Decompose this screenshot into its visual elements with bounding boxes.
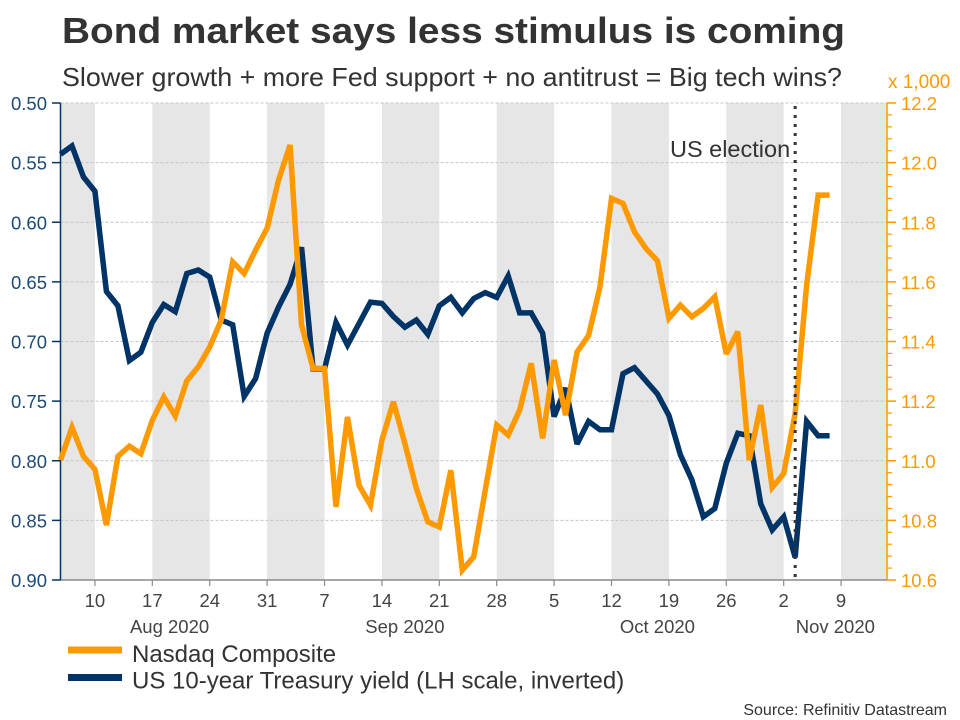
legend: Nasdaq Composite US 10-year Treasury yie… — [68, 641, 624, 695]
legend-item-nasdaq: Nasdaq Composite — [68, 641, 336, 668]
plot-lines — [57, 141, 830, 577]
week-band — [611, 103, 669, 580]
x-tick-label: 14 — [372, 590, 393, 611]
x-tick-label: 31 — [257, 590, 278, 611]
y-right-tick-label: 12.2 — [901, 93, 937, 114]
x-tick-label: 17 — [142, 590, 163, 611]
legend-label-nasdaq: Nasdaq Composite — [132, 641, 336, 668]
gridlines — [60, 102, 887, 521]
y-right-tick-label: 11.6 — [901, 272, 936, 293]
x-tick-label: 9 — [836, 590, 846, 611]
x-month-label: Nov 2020 — [796, 616, 875, 637]
nasdaq-line — [57, 144, 830, 577]
y-left-tick-label: 0.55 — [11, 153, 47, 174]
y-left-tick-label: 0.80 — [11, 451, 47, 472]
election-annotation-label: US election — [670, 136, 790, 162]
right-axis-unit-label: x 1,000 — [888, 72, 950, 93]
legend-label-treasury-yield: US 10-year Treasury yield (LH scale, inv… — [132, 668, 624, 695]
y-left-tick-label: 0.85 — [11, 510, 47, 531]
y-right-tick-label: 11.4 — [901, 332, 936, 353]
y-left-tick-label: 0.75 — [11, 391, 47, 412]
x-tick-label: 10 — [85, 590, 106, 611]
axes: 0.50 0.55 0.60 0.65 0.70 0.75 0.80 0.85 0.90 10.6… — [11, 93, 937, 637]
source-note: Source: Refinitiv Datastream — [743, 702, 947, 719]
x-tick-label: 21 — [429, 590, 450, 611]
x-tick-label: 7 — [319, 590, 329, 611]
y-right-tick-label: 10.6 — [901, 570, 937, 591]
x-tick-label: 5 — [549, 590, 559, 611]
y-right-tick-label: 11.8 — [901, 212, 936, 233]
y-left-tick-label: 0.60 — [11, 212, 47, 233]
y-left-tick-label: 0.65 — [11, 272, 47, 293]
x-tick-label: 2 — [779, 590, 789, 611]
week-band — [841, 103, 887, 580]
legend-item-treasury-yield: US 10-year Treasury yield (LH scale, inv… — [68, 668, 624, 695]
x-month-label: Sep 2020 — [365, 616, 444, 637]
x-month-label: Oct 2020 — [620, 616, 695, 637]
chart-title: Bond market says less stimulus is coming — [62, 10, 845, 51]
x-tick-label: 12 — [601, 590, 622, 611]
y-right-tick-label: 11.2 — [901, 391, 936, 412]
x-tick-label: 28 — [486, 590, 507, 611]
y-right-tick-label: 12.0 — [901, 153, 937, 174]
chart-subtitle: Slower growth + more Fed support + no an… — [62, 62, 842, 92]
x-tick-label: 26 — [716, 590, 737, 611]
y-left-tick-label: 0.70 — [11, 332, 47, 353]
x-tick-label: 19 — [659, 590, 680, 611]
y-left-tick-label: 0.90 — [11, 570, 47, 591]
y-right-tick-label: 10.8 — [901, 510, 937, 531]
x-tick-label: 24 — [199, 590, 220, 611]
y-right-tick-label: 11.0 — [901, 451, 936, 472]
y-left-tick-label: 0.50 — [11, 93, 47, 114]
x-month-label: Aug 2020 — [130, 616, 209, 637]
treasury-yield-line — [58, 141, 830, 559]
